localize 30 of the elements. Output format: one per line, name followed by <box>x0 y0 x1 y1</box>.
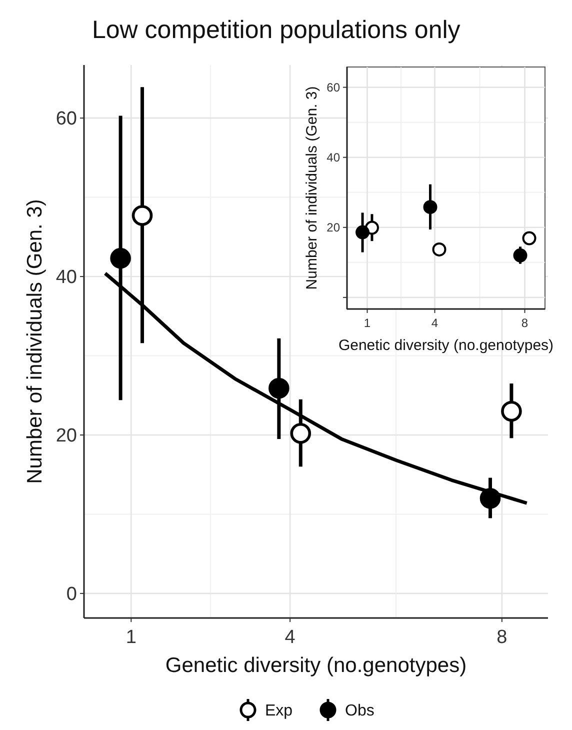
x-tick-label: 1 <box>364 316 371 330</box>
legend-label: Obs <box>345 702 374 720</box>
x-tick-label: 8 <box>496 627 508 648</box>
point <box>268 378 290 399</box>
point <box>356 225 370 240</box>
x-axis-title: Genetic diversity (no.genotypes) <box>165 654 467 677</box>
y-tick-label: 40 <box>56 267 77 288</box>
point <box>432 242 446 256</box>
y-axis-title: Number of individuals (Gen. 3) <box>304 86 321 290</box>
x-tick-label: 1 <box>126 627 136 648</box>
x-tick-label: 4 <box>284 627 296 648</box>
legend-label: Exp <box>265 702 293 720</box>
point <box>290 423 312 444</box>
y-tick-label: 20 <box>56 426 77 447</box>
point <box>110 248 131 269</box>
x-tick-label: 4 <box>431 316 438 330</box>
point <box>522 231 536 246</box>
y-tick-label: 60 <box>56 108 77 130</box>
y-axis-title: Number of individuals (Gen. 3) <box>24 199 47 484</box>
point <box>513 248 528 262</box>
x-axis-title: Genetic diversity (no.genotypes) <box>338 337 554 354</box>
x-tick-label: 8 <box>521 316 528 330</box>
point <box>132 205 153 226</box>
point <box>501 400 522 422</box>
chart-title: Low competition populations only <box>92 16 461 44</box>
y-tick-label: 60 <box>326 80 340 95</box>
y-tick-label: 40 <box>326 150 340 165</box>
y-tick-label: 0 <box>66 584 77 606</box>
point <box>423 200 438 214</box>
y-tick-label: 20 <box>326 220 340 235</box>
